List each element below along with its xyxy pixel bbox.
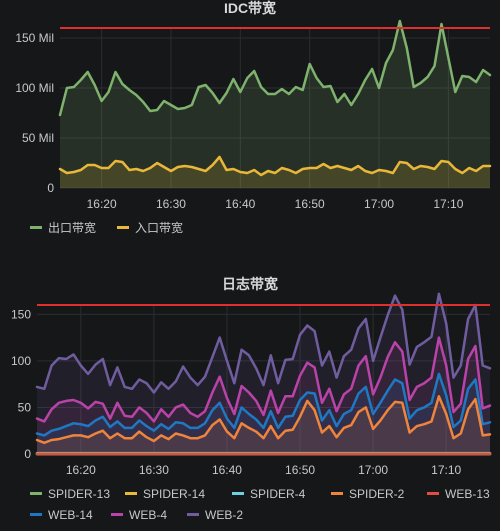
- legend-label: SPIDER-13: [48, 487, 110, 501]
- legend-swatch: [187, 513, 199, 516]
- legend-label: 出口带宽: [48, 220, 96, 235]
- legend-item-spider-13[interactable]: SPIDER-13: [30, 487, 110, 501]
- legend-item-spider-4[interactable]: SPIDER-4: [232, 487, 306, 501]
- x-tick-label: 16:30: [156, 197, 186, 211]
- series-line-web-14: [35, 372, 492, 437]
- legend-item-web-14[interactable]: WEB-14: [30, 508, 93, 522]
- legend-swatch: [331, 492, 343, 495]
- panel-title: IDC带宽: [224, 0, 276, 16]
- x-tick-label: 17:10: [433, 197, 463, 211]
- legend-label: WEB-13: [445, 487, 490, 501]
- y-tick-label: 100: [11, 354, 31, 368]
- series-area-web-2: [37, 293, 490, 454]
- series-line-spider-2: [35, 395, 492, 445]
- legend[interactable]: 出口带宽 入口带宽: [30, 220, 183, 235]
- legend-label: WEB-2: [205, 508, 243, 522]
- x-axis-ticks: 16:20 16:30 16:40 16:50 17:00 17:10: [66, 463, 462, 477]
- legend-item-spider-14[interactable]: SPIDER-14: [125, 487, 205, 501]
- legend-label: 入口带宽: [135, 220, 183, 235]
- y-axis-ticks: 0 50 Mil 100 Mil 150 Mil: [15, 31, 54, 195]
- series-line-series: [58, 155, 492, 177]
- x-tick-label: 17:00: [364, 197, 394, 211]
- x-tick-label: 16:40: [212, 463, 242, 477]
- legend-item-web-13[interactable]: WEB-13: [427, 487, 490, 501]
- y-tick-label: 100 Mil: [15, 81, 54, 95]
- series-line-web-4: [35, 336, 492, 423]
- y-tick-label: 0: [24, 447, 31, 461]
- legend-swatch: [125, 492, 137, 495]
- panel-title: 日志带宽: [222, 276, 278, 292]
- legend[interactable]: SPIDER-13 SPIDER-14 SPIDER-4 SPIDER-2 WEB-13…: [30, 487, 490, 522]
- y-tick-label: 50: [18, 400, 32, 414]
- legend-item-spider-2[interactable]: SPIDER-2: [331, 487, 405, 501]
- legend-swatch: [30, 492, 42, 495]
- legend-label: SPIDER-2: [349, 487, 405, 501]
- series-area-series: [60, 157, 490, 188]
- legend-label: WEB-14: [48, 508, 93, 522]
- y-tick-label: 150 Mil: [15, 31, 54, 45]
- x-tick-label: 17:00: [358, 463, 388, 477]
- legend-item-web-4[interactable]: WEB-4: [111, 508, 167, 522]
- legend-swatch: [30, 513, 42, 516]
- legend-item-web-2[interactable]: WEB-2: [187, 508, 243, 522]
- x-tick-label: 16:20: [87, 197, 117, 211]
- x-tick-label: 16:50: [295, 197, 325, 211]
- legend-item-series[interactable]: 入口带宽: [117, 220, 183, 235]
- legend-label: SPIDER-4: [250, 487, 306, 501]
- legend-item-series[interactable]: 出口带宽: [30, 220, 96, 235]
- y-tick-label: 0: [47, 181, 54, 195]
- series-area-web-14: [37, 373, 490, 454]
- y-tick-label: 50 Mil: [22, 131, 54, 145]
- legend-swatch: [111, 513, 123, 516]
- y-axis-ticks: 0 50 100 150: [11, 307, 31, 461]
- legend-swatch: [427, 492, 439, 495]
- x-tick-label: 16:50: [285, 463, 315, 477]
- legend-swatch: [232, 492, 244, 495]
- series-areas: [60, 21, 490, 188]
- series-lines: [35, 292, 492, 456]
- series-lines: [58, 19, 492, 177]
- series-areas: [37, 293, 490, 454]
- legend-swatch: [30, 226, 42, 229]
- x-tick-label: 16:20: [66, 463, 96, 477]
- series-line-series: [58, 19, 492, 117]
- x-axis-ticks: 16:20 16:30 16:40 16:50 17:00 17:10: [87, 197, 464, 211]
- y-tick-label: 150: [11, 307, 31, 321]
- legend-swatch: [117, 226, 129, 229]
- series-line-web-2: [35, 292, 492, 394]
- legend-label: SPIDER-14: [143, 487, 205, 501]
- x-tick-label: 17:10: [431, 463, 461, 477]
- series-area-series: [60, 21, 490, 188]
- log-bandwidth-panel: 日志带宽 0 50 100 150 16:20 16:30 16:40 16:50 17:00…: [11, 276, 492, 522]
- x-tick-label: 16:30: [139, 463, 169, 477]
- x-tick-label: 16:40: [225, 197, 255, 211]
- legend-label: WEB-4: [129, 508, 167, 522]
